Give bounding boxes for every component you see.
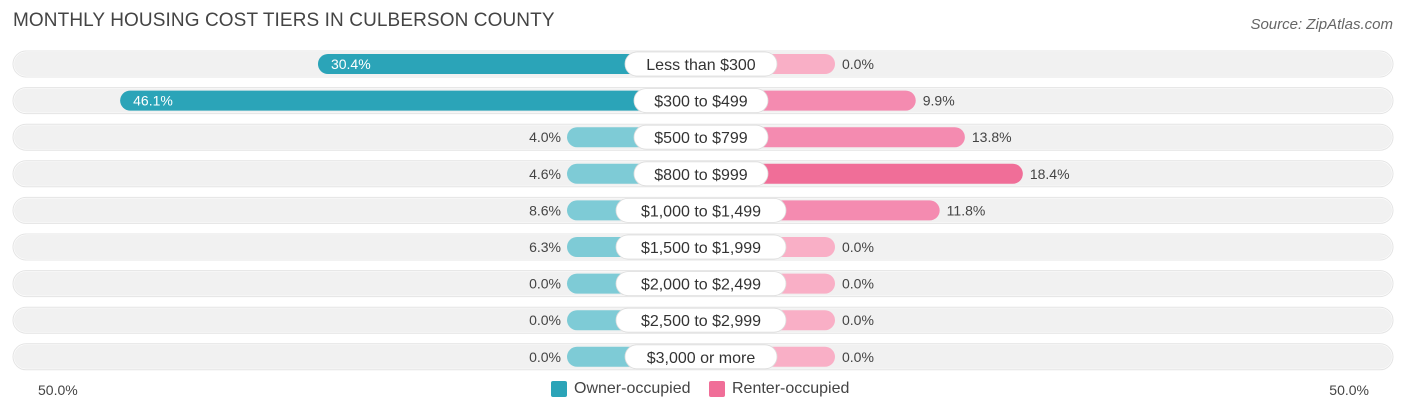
category-pill	[615, 271, 787, 297]
axis-right-label: 50.0%	[1329, 382, 1369, 398]
legend-renter: Renter-occupied	[709, 380, 849, 398]
owner-value-label: 6.3%	[529, 239, 561, 255]
renter-value-label: 13.8%	[972, 129, 1012, 145]
legend-owner-label: Owner-occupied	[574, 380, 691, 397]
category-label: $2,000 to $2,499	[641, 277, 761, 294]
owner-value-label: 4.0%	[529, 129, 561, 145]
renter-bar	[701, 163, 1023, 184]
renter-value-label: 11.8%	[947, 202, 986, 218]
owner-value-label: 8.6%	[529, 202, 561, 218]
category-pill	[633, 88, 769, 113]
owner-value-label: 4.6%	[529, 166, 561, 182]
category-label: $800 to $999	[654, 167, 748, 184]
owner-value-label: 0.0%	[529, 349, 561, 365]
axis-left-label: 50.0%	[38, 382, 78, 398]
category-pill	[633, 161, 769, 187]
category-pill	[615, 234, 787, 260]
legend-renter-label: Renter-occupied	[732, 380, 850, 397]
renter-value-label: 0.0%	[842, 312, 874, 328]
owner-value-label: 0.0%	[529, 312, 561, 328]
category-pill	[615, 197, 787, 223]
category-label: $500 to $799	[654, 130, 748, 147]
owner-value-label: 0.0%	[529, 276, 561, 292]
category-label: $1,000 to $1,499	[641, 203, 761, 220]
category-label: Less than $300	[646, 57, 756, 74]
renter-value-label: 9.9%	[923, 93, 955, 109]
legend-owner: Owner-occupied	[551, 380, 691, 398]
renter-value-label: 0.0%	[842, 239, 874, 255]
legend-renter-swatch	[709, 381, 725, 397]
owner-value-label: 46.1%	[133, 93, 173, 109]
category-label: $300 to $499	[654, 94, 748, 111]
category-pill	[615, 307, 787, 333]
owner-bar	[317, 54, 701, 74]
category-pill	[633, 124, 769, 150]
category-label: $3,000 or more	[647, 350, 756, 367]
category-pill	[624, 344, 778, 370]
renter-value-label: 0.0%	[842, 276, 874, 292]
renter-value-label: 0.0%	[842, 56, 874, 72]
renter-value-label: 18.4%	[1030, 166, 1070, 182]
category-label: $1,500 to $1,999	[641, 240, 761, 257]
category-pill	[624, 51, 778, 77]
renter-value-label: 0.0%	[842, 349, 874, 365]
owner-value-label: 30.4%	[331, 56, 371, 72]
chart-title: MONTHLY HOUSING COST TIERS IN CULBERSON …	[13, 10, 555, 31]
source-label: Source: ZipAtlas.com	[1250, 16, 1393, 33]
category-label: $2,500 to $2,999	[641, 313, 761, 330]
owner-bar	[120, 90, 701, 111]
legend-owner-swatch	[551, 381, 567, 397]
